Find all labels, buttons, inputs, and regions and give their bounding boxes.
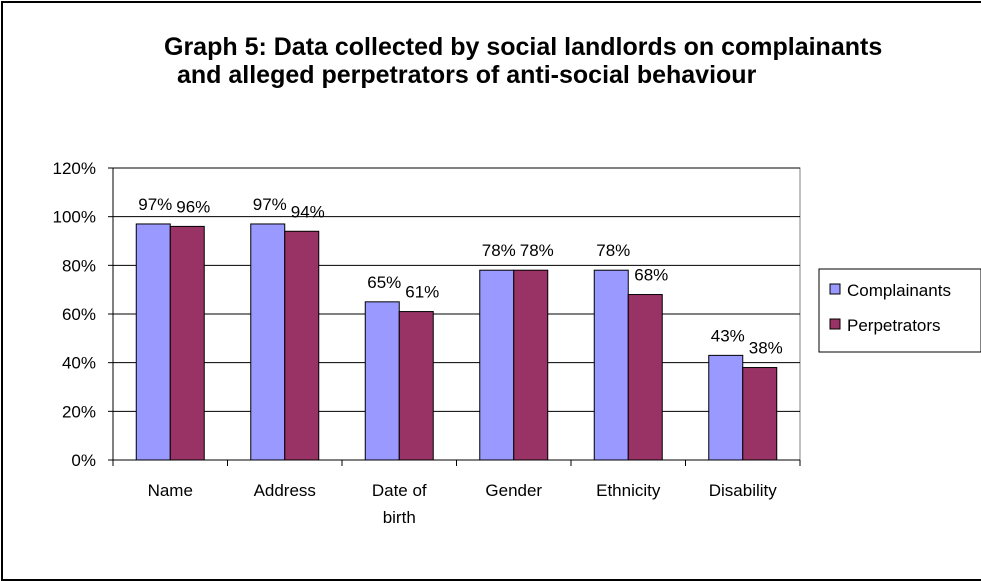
chart: Graph 5: Data collected by social landlo… [53,33,981,527]
data-label: 97% [138,195,172,214]
bar-perpetrators [284,230,320,461]
bar-perpetrators [398,311,434,461]
x-category-label: Disability [709,481,778,500]
legend-label-perpetrators: Perpetrators [847,316,941,335]
data-labels: 97% 97%65%78% 78%43%96% 94%61%78%68%38% [138,195,783,358]
data-label: 78% [482,241,516,260]
bar-complainants [135,223,171,461]
chart-title-line-1: Graph 5: Data collected by social landlo… [164,33,882,61]
data-label: 43% [711,326,745,345]
data-label: 94% [291,202,325,221]
y-tick-label: 20% [62,402,96,421]
data-label: 96% [176,197,210,216]
x-category-label: Address [254,481,316,500]
bar-perpetrators [513,269,549,461]
legend-box [818,268,981,353]
x-category-label: Gender [485,481,542,500]
bar-perpetrators [169,225,205,461]
x-category-label: Name [148,481,193,500]
legend-swatch-perpetrators [829,318,841,330]
y-tick-label: 0% [71,451,96,470]
bar-complainants [250,223,286,461]
chart-title-line-2: and alleged perpetrators of anti-social … [177,61,757,89]
bar-complainants [479,269,515,461]
bar-complainants [364,301,400,461]
gridlines [113,167,800,412]
y-tick-label: 120% [53,159,96,178]
legend-label-complainants: Complainants [847,281,951,300]
y-tick-label: 40% [62,354,96,373]
data-label: 65% [367,273,401,292]
x-category-label: Date of [372,481,427,500]
bar-complainants [593,269,629,461]
legend: Complainants Perpetrators [818,268,981,353]
x-category-label: birth [383,508,416,527]
y-tick-label: 100% [53,208,96,227]
bars [135,223,778,461]
y-tick-label: 80% [62,256,96,275]
data-label: 97% [253,195,287,214]
bar-perpetrators [742,367,778,461]
data-label: 78% [520,241,554,260]
x-category-label: Ethnicity [596,481,661,500]
y-tick-label: 60% [62,305,96,324]
chart-title: Graph 5: Data collected by social landlo… [164,33,882,89]
bar-complainants [708,354,744,461]
bar-perpetrators [627,294,663,461]
x-category-labels: Name Address Date of birth Gender Ethnicity Di… [148,481,778,527]
legend-swatch-complainants [829,283,841,295]
axes [108,167,801,466]
data-label: 68% [634,266,668,285]
data-label: 78% [596,241,630,260]
data-label: 38% [749,339,783,358]
data-label: 61% [405,283,439,302]
y-tick-labels: 0% 20% 40% 60% 80% 100% 120% [53,159,96,470]
